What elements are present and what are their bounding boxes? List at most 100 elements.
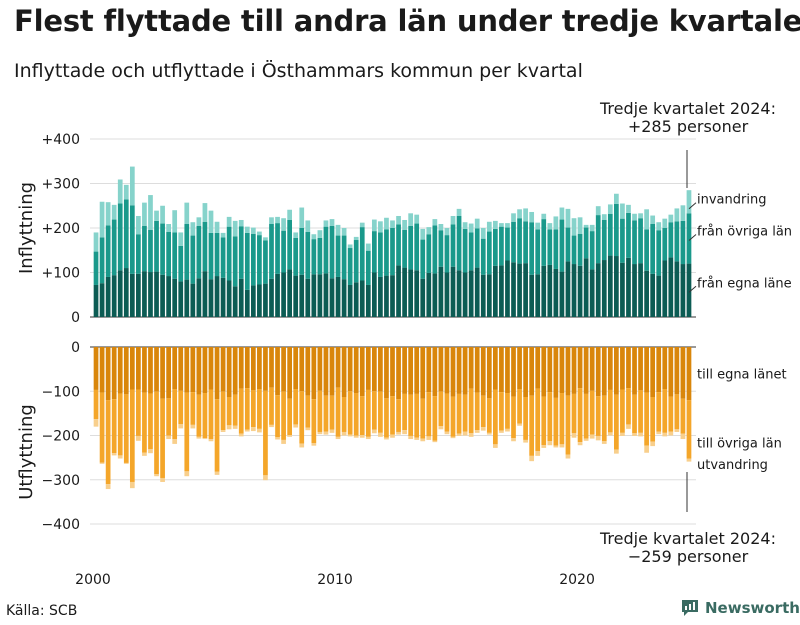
bar-in-immig: [347, 244, 353, 249]
bar-out-emig: [438, 426, 444, 430]
bar-out-emig: [214, 471, 220, 475]
bar-out-other: [396, 399, 401, 432]
bar-out-own: [99, 347, 105, 393]
bar-in-own: [644, 270, 649, 317]
bar-out-emig: [662, 432, 668, 437]
bar-in-immig: [250, 227, 256, 234]
bar-in-other: [589, 231, 595, 270]
bar-out-own: [486, 347, 492, 399]
bar-out-emig: [632, 433, 637, 436]
bar-out-emig: [589, 434, 595, 439]
bar-in-own: [571, 264, 577, 317]
bar-in-own: [111, 275, 117, 317]
bar-out-emig: [626, 424, 631, 429]
bar-in-other: [426, 234, 432, 273]
bar-out-own: [160, 347, 165, 399]
bar-in-own: [408, 269, 414, 317]
bar-out-own: [517, 347, 522, 390]
bar-out-other: [480, 395, 486, 428]
bar-out-other: [589, 390, 595, 435]
bar-out-other: [486, 398, 492, 433]
bar-in-own: [93, 284, 99, 317]
bar-out-emig: [486, 432, 492, 435]
bar-out-emig: [547, 441, 553, 446]
bar-in-immig: [244, 226, 250, 233]
x-tick-label: 2000: [75, 572, 111, 588]
bar-in-immig: [662, 218, 668, 229]
bar-in-immig: [450, 215, 456, 225]
bar-in-immig: [541, 213, 547, 220]
bar-in-immig: [172, 210, 178, 233]
bar-in-other: [111, 219, 117, 276]
bar-out-emig: [650, 441, 656, 447]
bar-out-other: [668, 396, 674, 432]
bar-in-own: [178, 281, 184, 317]
bar-in-own: [468, 270, 474, 317]
bar-in-immig: [275, 216, 280, 224]
bar-in-immig: [656, 222, 662, 231]
bar-in-own: [299, 274, 305, 317]
bar-out-other: [148, 393, 153, 450]
bar-in-own: [396, 265, 401, 317]
bar-out-other: [378, 391, 383, 433]
bar-out-own: [511, 347, 516, 397]
bar-in-other: [184, 224, 190, 280]
bar-out-emig: [620, 432, 625, 436]
bar-in-other: [408, 225, 414, 270]
brand-logo[interactable]: Newsworthy: [680, 598, 800, 618]
bar-out-emig: [293, 424, 299, 428]
bar-in-other: [226, 226, 232, 281]
bar-in-own: [505, 260, 510, 318]
series-label-out-1: till övriga län: [697, 436, 782, 451]
bar-out-other: [426, 392, 432, 437]
bar-out-emig: [311, 443, 317, 446]
bar-in-own: [99, 283, 105, 317]
bar-in-immig: [589, 224, 595, 232]
bar-in-own: [517, 263, 522, 317]
bar-out-own: [208, 347, 214, 390]
bar-in-other: [148, 229, 153, 273]
bar-out-other: [462, 394, 468, 432]
bar-in-own: [365, 284, 371, 317]
bar-in-own: [438, 266, 444, 317]
bar-in-other: [293, 237, 299, 276]
bar-in-other: [99, 237, 105, 284]
bar-out-own: [547, 347, 553, 393]
bar-out-other: [644, 392, 649, 446]
bar-out-other: [686, 400, 692, 459]
bar-out-emig: [250, 427, 256, 432]
bar-out-other: [299, 391, 305, 444]
bar-out-own: [93, 347, 99, 390]
bar-out-emig: [565, 454, 571, 459]
bar-in-immig: [232, 220, 238, 237]
bar-in-own: [323, 273, 329, 317]
bar-out-other: [154, 391, 159, 474]
bar-in-other: [281, 230, 286, 273]
bar-out-own: [263, 347, 268, 391]
bar-in-own: [202, 271, 208, 318]
bar-out-other: [93, 389, 99, 420]
bar-in-immig: [535, 222, 541, 230]
bar-in-immig: [571, 218, 577, 236]
bar-out-emig: [462, 431, 468, 436]
bar-out-other: [438, 391, 444, 427]
bar-in-other: [444, 235, 450, 273]
bar-out-own: [287, 347, 292, 399]
bar-in-immig: [638, 213, 643, 219]
bar-in-own: [232, 286, 238, 318]
bar-in-own: [335, 276, 341, 317]
bar-in-immig: [420, 228, 426, 240]
bar-out-own: [541, 347, 547, 397]
bar-out-other: [620, 389, 625, 433]
bar-in-own: [123, 268, 129, 317]
bar-in-other: [317, 237, 323, 275]
bar-out-own: [129, 347, 135, 390]
bar-out-emig: [607, 432, 613, 436]
bar-out-other: [359, 396, 365, 436]
y-tick-label-bottom: 0: [71, 340, 80, 356]
bar-in-own: [190, 283, 196, 318]
bar-in-immig: [184, 202, 190, 224]
bar-in-own: [166, 276, 171, 317]
bar-in-other: [668, 222, 674, 258]
bar-in-own: [160, 274, 165, 317]
